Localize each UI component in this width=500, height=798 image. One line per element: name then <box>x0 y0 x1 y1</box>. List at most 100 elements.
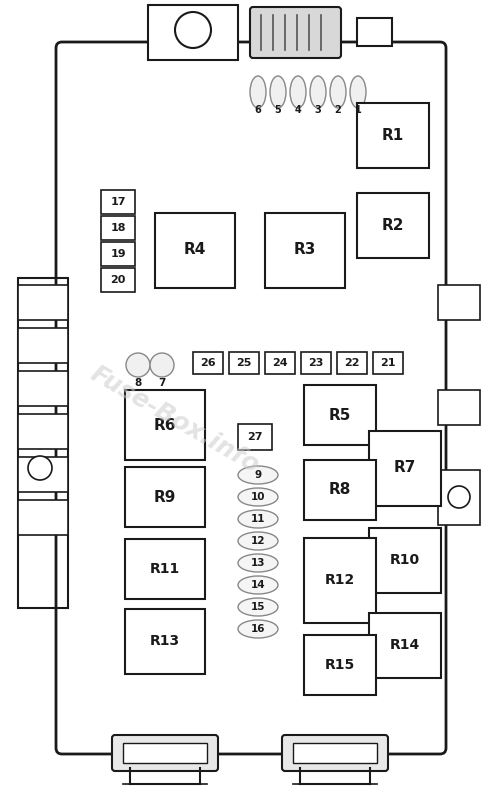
Circle shape <box>28 456 52 480</box>
Bar <box>18 500 68 535</box>
FancyBboxPatch shape <box>112 735 218 771</box>
Bar <box>193 352 223 374</box>
Text: R11: R11 <box>150 562 180 576</box>
Bar <box>301 352 331 374</box>
Bar <box>123 743 207 763</box>
Ellipse shape <box>238 510 278 528</box>
Bar <box>438 285 480 320</box>
Text: 17: 17 <box>110 197 126 207</box>
FancyBboxPatch shape <box>282 735 388 771</box>
Bar <box>357 18 392 46</box>
Bar <box>369 431 441 506</box>
Text: R9: R9 <box>154 489 176 504</box>
Bar <box>101 190 135 214</box>
Text: 1: 1 <box>354 105 362 115</box>
Ellipse shape <box>290 76 306 108</box>
FancyBboxPatch shape <box>250 7 341 58</box>
Text: 9: 9 <box>254 470 262 480</box>
Circle shape <box>175 12 211 48</box>
Bar <box>304 460 376 520</box>
Text: 22: 22 <box>344 358 360 368</box>
Bar <box>357 193 429 258</box>
Bar <box>125 390 205 460</box>
Text: 5: 5 <box>274 105 281 115</box>
Bar <box>18 278 68 608</box>
Text: R3: R3 <box>294 243 316 258</box>
Text: 27: 27 <box>247 432 263 442</box>
Text: 21: 21 <box>380 358 396 368</box>
Text: 26: 26 <box>200 358 216 368</box>
Text: R5: R5 <box>329 408 351 422</box>
Text: R15: R15 <box>325 658 355 672</box>
Text: Fuse-Box.info: Fuse-Box.info <box>86 361 264 478</box>
Text: 24: 24 <box>272 358 288 368</box>
Text: 4: 4 <box>294 105 302 115</box>
Ellipse shape <box>330 76 346 108</box>
Text: 25: 25 <box>236 358 252 368</box>
Bar <box>438 390 480 425</box>
Bar <box>304 635 376 695</box>
Bar <box>369 528 441 593</box>
Text: 7: 7 <box>158 378 166 388</box>
Text: 13: 13 <box>251 558 265 568</box>
Ellipse shape <box>270 76 286 108</box>
Bar <box>125 609 205 674</box>
Bar <box>101 242 135 266</box>
Ellipse shape <box>238 554 278 572</box>
Bar <box>304 385 376 445</box>
Text: 2: 2 <box>334 105 342 115</box>
Text: 12: 12 <box>251 536 265 546</box>
Text: R4: R4 <box>184 243 206 258</box>
Text: 23: 23 <box>308 358 324 368</box>
Text: R10: R10 <box>390 553 420 567</box>
Ellipse shape <box>350 76 366 108</box>
Bar <box>18 285 68 320</box>
Text: 8: 8 <box>134 378 141 388</box>
Bar <box>125 539 205 599</box>
Circle shape <box>448 486 470 508</box>
Bar <box>148 5 238 60</box>
Bar <box>101 216 135 240</box>
Text: 6: 6 <box>254 105 262 115</box>
Ellipse shape <box>310 76 326 108</box>
Circle shape <box>225 217 235 227</box>
Text: R14: R14 <box>390 638 420 652</box>
Bar <box>438 470 480 525</box>
Bar <box>304 538 376 623</box>
Bar <box>373 352 403 374</box>
Bar <box>265 213 345 288</box>
Text: R12: R12 <box>325 573 355 587</box>
Text: R2: R2 <box>382 218 404 232</box>
Circle shape <box>126 353 150 377</box>
Ellipse shape <box>238 576 278 594</box>
Text: R6: R6 <box>154 417 176 433</box>
Ellipse shape <box>250 76 266 108</box>
Text: 11: 11 <box>251 514 265 524</box>
Text: R1: R1 <box>382 128 404 143</box>
Text: R7: R7 <box>394 460 416 476</box>
Bar <box>18 457 68 492</box>
Bar <box>238 424 272 450</box>
Bar <box>369 613 441 678</box>
Bar <box>265 352 295 374</box>
Bar <box>125 467 205 527</box>
Text: 19: 19 <box>110 249 126 259</box>
Ellipse shape <box>238 466 278 484</box>
Bar <box>293 743 377 763</box>
Bar <box>18 328 68 363</box>
Text: 15: 15 <box>251 602 265 612</box>
Bar <box>18 371 68 406</box>
Text: R8: R8 <box>329 483 351 497</box>
Ellipse shape <box>238 488 278 506</box>
Ellipse shape <box>238 532 278 550</box>
Ellipse shape <box>238 620 278 638</box>
Circle shape <box>150 353 174 377</box>
Text: R13: R13 <box>150 634 180 648</box>
Ellipse shape <box>238 598 278 616</box>
Text: 16: 16 <box>251 624 265 634</box>
Bar <box>337 352 367 374</box>
Text: 14: 14 <box>250 580 266 590</box>
Text: 10: 10 <box>251 492 265 502</box>
Text: 3: 3 <box>314 105 322 115</box>
Bar <box>101 268 135 292</box>
